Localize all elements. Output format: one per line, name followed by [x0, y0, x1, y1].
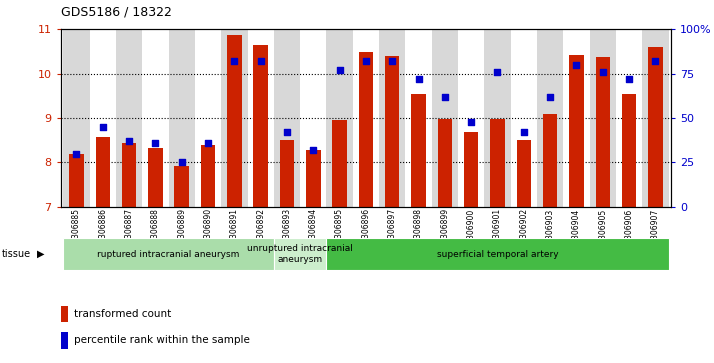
- Bar: [642, 29, 668, 207]
- Point: [97, 124, 109, 130]
- Bar: [174, 166, 189, 207]
- Point: [544, 94, 555, 99]
- Bar: [537, 29, 563, 207]
- Point: [360, 58, 371, 64]
- Bar: [595, 57, 610, 207]
- Bar: [274, 238, 326, 270]
- Point: [176, 160, 188, 166]
- Bar: [648, 47, 663, 207]
- Bar: [201, 144, 216, 207]
- Point: [413, 76, 424, 82]
- Bar: [438, 119, 452, 207]
- Point: [597, 69, 608, 75]
- Bar: [333, 120, 347, 207]
- Bar: [195, 29, 221, 207]
- Bar: [511, 29, 537, 207]
- Text: ▶: ▶: [37, 249, 45, 259]
- Bar: [122, 143, 136, 207]
- Bar: [458, 29, 484, 207]
- Bar: [616, 29, 642, 207]
- Bar: [563, 29, 590, 207]
- Bar: [90, 29, 116, 207]
- Bar: [464, 132, 478, 207]
- Bar: [227, 35, 241, 207]
- Bar: [491, 119, 505, 207]
- Bar: [306, 150, 321, 207]
- Point: [124, 138, 135, 144]
- Text: tissue: tissue: [1, 249, 31, 259]
- Bar: [169, 29, 195, 207]
- Text: unruptured intracranial
aneurysm: unruptured intracranial aneurysm: [247, 244, 353, 264]
- Point: [308, 147, 319, 153]
- Text: superficial temporal artery: superficial temporal artery: [437, 250, 558, 258]
- Bar: [149, 148, 163, 207]
- Bar: [569, 55, 583, 207]
- Bar: [142, 29, 169, 207]
- Bar: [116, 29, 142, 207]
- Bar: [280, 140, 294, 207]
- Bar: [61, 306, 68, 322]
- Bar: [64, 29, 90, 207]
- Point: [518, 129, 530, 135]
- Point: [466, 119, 477, 125]
- Text: GDS5186 / 18322: GDS5186 / 18322: [61, 5, 171, 19]
- Bar: [516, 140, 531, 207]
- Point: [255, 58, 266, 64]
- Point: [439, 94, 451, 99]
- Bar: [69, 154, 84, 207]
- Bar: [385, 56, 399, 207]
- Bar: [379, 29, 406, 207]
- Bar: [484, 29, 511, 207]
- Point: [71, 151, 82, 156]
- Bar: [248, 29, 274, 207]
- Bar: [326, 238, 668, 270]
- Point: [202, 140, 213, 146]
- Point: [650, 58, 661, 64]
- Bar: [543, 114, 558, 207]
- Bar: [358, 52, 373, 207]
- Point: [570, 62, 582, 68]
- Bar: [300, 29, 326, 207]
- Bar: [253, 45, 268, 207]
- Bar: [411, 94, 426, 207]
- Bar: [353, 29, 379, 207]
- Text: percentile rank within the sample: percentile rank within the sample: [74, 335, 250, 346]
- Point: [281, 129, 293, 135]
- Bar: [64, 238, 274, 270]
- Bar: [406, 29, 432, 207]
- Point: [492, 69, 503, 75]
- Bar: [96, 136, 110, 207]
- Bar: [432, 29, 458, 207]
- Bar: [61, 332, 68, 348]
- Point: [386, 58, 398, 64]
- Point: [228, 58, 240, 64]
- Text: transformed count: transformed count: [74, 309, 171, 319]
- Bar: [221, 29, 248, 207]
- Point: [334, 67, 346, 73]
- Point: [150, 140, 161, 146]
- Bar: [622, 94, 636, 207]
- Text: ruptured intracranial aneurysm: ruptured intracranial aneurysm: [97, 250, 240, 258]
- Bar: [274, 29, 300, 207]
- Bar: [590, 29, 616, 207]
- Point: [623, 76, 635, 82]
- Bar: [326, 29, 353, 207]
